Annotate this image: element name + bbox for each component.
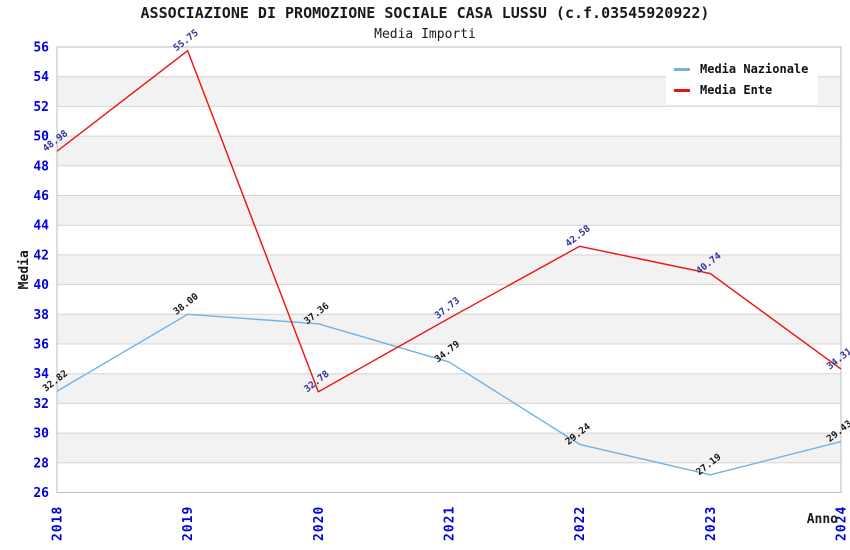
y-tick-label: 52 bbox=[33, 100, 49, 115]
chart-subtitle: Media Importi bbox=[374, 27, 476, 42]
y-tick-label: 38 bbox=[33, 308, 49, 323]
y-tick-label: 32 bbox=[33, 397, 49, 412]
legend-item-media-nazionale: Media Nazionale bbox=[674, 62, 808, 76]
series-line-0 bbox=[56, 313, 842, 476]
x-tick-label: 2020 bbox=[312, 506, 327, 541]
band-fill bbox=[57, 433, 841, 463]
band-fill bbox=[57, 373, 841, 404]
y-tick-label: 30 bbox=[33, 427, 49, 442]
plot-frame bbox=[56, 46, 842, 493]
point-label: 42.58 bbox=[563, 223, 593, 249]
legend: Media Nazionale Media Ente bbox=[666, 56, 819, 105]
legend-label-nazionale: Media Nazionale bbox=[700, 62, 809, 76]
x-tick-label: 2021 bbox=[443, 506, 458, 541]
legend-swatch-nazionale bbox=[674, 67, 690, 71]
chart-title: ASSOCIAZIONE DI PROMOZIONE SOCIALE CASA … bbox=[140, 4, 710, 22]
x-tick-label: 2023 bbox=[704, 506, 719, 541]
y-tick-label: 42 bbox=[33, 248, 49, 263]
legend-label-ente: Media Ente bbox=[700, 83, 773, 97]
x-tick-label: 2022 bbox=[573, 506, 588, 541]
point-label: 38.00 bbox=[171, 291, 201, 317]
band-fill bbox=[57, 195, 841, 226]
y-tick-label: 46 bbox=[33, 189, 49, 204]
point-label: 34.31 bbox=[825, 346, 850, 372]
x-axis-title: Anno bbox=[807, 512, 838, 527]
y-tick-label: 56 bbox=[33, 41, 49, 56]
x-tick-label: 2024 bbox=[835, 506, 850, 541]
y-tick-label: 54 bbox=[33, 70, 49, 85]
legend-swatch-ente bbox=[674, 88, 690, 92]
band-fill bbox=[57, 254, 841, 285]
x-tick-label: 2018 bbox=[51, 506, 66, 541]
y-tick-label: 48 bbox=[33, 159, 49, 174]
y-axis-title: Media bbox=[17, 250, 32, 289]
band-fill bbox=[57, 136, 841, 166]
y-tick-label: 40 bbox=[33, 278, 49, 293]
x-tick-label: 2019 bbox=[181, 506, 196, 541]
point-label: 55.75 bbox=[171, 27, 201, 53]
legend-item-media-ente: Media Ente bbox=[674, 83, 808, 97]
y-tick-label: 26 bbox=[33, 486, 49, 501]
band-fill bbox=[57, 314, 841, 344]
y-tick-label: 50 bbox=[33, 130, 49, 145]
y-tick-label: 28 bbox=[33, 456, 49, 471]
y-tick-label: 44 bbox=[33, 219, 49, 234]
series-line-1 bbox=[56, 50, 842, 393]
y-tick-label: 34 bbox=[33, 367, 49, 382]
y-tick-label: 36 bbox=[33, 338, 49, 353]
